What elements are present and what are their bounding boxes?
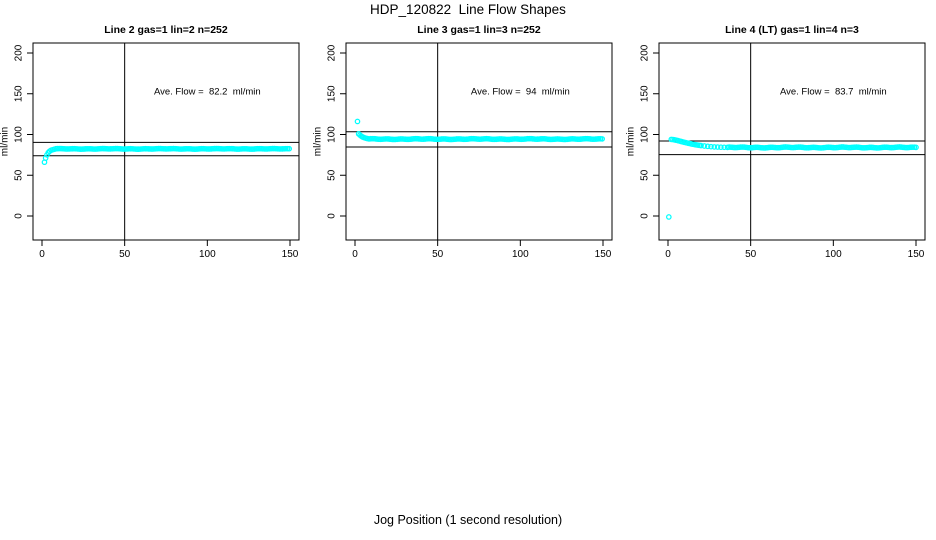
x-tick-label: 0 [665,249,671,260]
x-tick-label: 50 [119,249,131,260]
y-tick-label: 200 [640,44,651,61]
panel-title: Line 2 gas=1 lin=2 n=252 [104,24,228,36]
y-tick-label: 100 [14,126,25,143]
y-axis-unit-label: ml/min [313,127,324,156]
line-flow-panel: Line 4 (LT) gas=1 lin=4 n=3 0 50 100 150 200 m… [626,24,926,260]
ave-flow-annotation: Ave. Flow = 83.7 ml/min [780,86,887,97]
x-axis-label: Jog Position (1 second resolution) [373,513,563,527]
plot-box [658,42,926,241]
x-tick-label: 50 [745,249,757,260]
y-tick-label: 0 [327,213,338,219]
ave-flow-annotation: Ave. Flow = 94 ml/min [471,86,570,97]
y-tick-label: 150 [327,85,338,102]
data-series [354,118,605,143]
x-tick-label: 150 [908,249,925,260]
panel-title: Line 3 gas=1 lin=3 n=252 [417,24,541,36]
y-tick-label: 50 [640,169,651,181]
y-tick-label: 200 [327,44,338,61]
figure-title: HDP_120822 Line Flow Shapes [370,2,566,17]
y-tick-label: 0 [640,213,651,219]
x-tick-label: 150 [282,249,299,260]
y-tick-label: 150 [14,85,25,102]
outlier-data-point [666,214,672,220]
y-tick-label: 100 [327,126,338,143]
data-series [666,136,919,220]
plot-box [32,42,300,241]
x-tick-label: 100 [825,249,842,260]
x-tick-label: 100 [512,249,529,260]
outlier-data-point [41,159,48,166]
plot-box [345,42,613,241]
panel-title: Line 4 (LT) gas=1 lin=4 n=3 [725,24,859,36]
x-tick-label: 0 [39,249,45,260]
y-tick-label: 100 [640,126,651,143]
x-tick-label: 0 [352,249,358,260]
line-flow-panel: Line 3 gas=1 lin=3 n=252 0 50 100 150 200 ml/m… [313,24,613,260]
y-tick-label: 150 [640,85,651,102]
outlier-data-point [354,118,361,125]
y-axis-unit-label: ml/min [0,127,11,156]
y-tick-label: 200 [14,44,25,61]
x-tick-label: 50 [432,249,444,260]
y-tick-label: 50 [14,169,25,181]
x-tick-label: 150 [595,249,612,260]
x-tick-label: 100 [199,249,216,260]
y-axis-unit-label: ml/min [626,127,637,156]
ave-flow-annotation: Ave. Flow = 82.2 ml/min [154,86,261,97]
data-series [41,145,292,166]
line-flow-panel: Line 2 gas=1 lin=2 n=252 0 50 100 150 200 ml/m… [0,24,300,260]
y-tick-label: 50 [327,169,338,181]
y-tick-label: 0 [14,213,25,219]
